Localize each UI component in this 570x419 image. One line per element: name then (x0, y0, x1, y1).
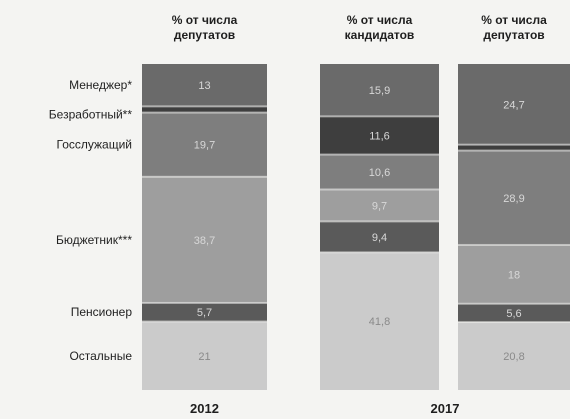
category-label: Безработный** (49, 107, 133, 121)
year-label: 2012 (190, 401, 219, 416)
category-label: Госслужащий (57, 138, 133, 152)
data-label: 15,9 (369, 85, 390, 97)
data-label: 10,6 (369, 167, 390, 179)
segment-separator (458, 243, 570, 246)
bar-segment-c1-5 (320, 252, 439, 390)
bar-segment-c1-1 (320, 116, 439, 155)
segment-separator (142, 301, 267, 304)
bar-segment-c1-2 (320, 154, 439, 190)
segment-separator (320, 115, 439, 118)
bar-segment-c1-4 (320, 221, 439, 253)
segment-separator (142, 111, 267, 114)
bar-segment-c2-5 (458, 322, 570, 390)
bar-segment-c0-1 (142, 106, 267, 113)
data-label: 19,7 (194, 140, 215, 152)
data-label: 41,8 (369, 316, 390, 328)
data-label: 28,9 (503, 193, 524, 205)
data-label: 21 (198, 351, 210, 363)
segment-separator (320, 153, 439, 156)
column-header: депутатов (174, 28, 235, 42)
data-label: 38,7 (194, 235, 215, 247)
category-label: Пенсионер (71, 305, 133, 319)
segment-separator (320, 188, 439, 191)
segment-separator (458, 149, 570, 152)
column-header: кандидатов (345, 28, 415, 42)
column-header: % от числа (172, 13, 238, 27)
data-label: 5,7 (197, 307, 212, 319)
category-label: Остальные (69, 349, 132, 363)
data-label: 24,7 (503, 99, 524, 111)
data-label: 9,4 (372, 232, 387, 244)
bar-segment-c0-3 (142, 176, 267, 303)
data-label: 20,8 (503, 351, 524, 363)
segment-separator (142, 320, 267, 323)
column-header: % от числа (347, 13, 413, 27)
category-label: Бюджетник*** (56, 233, 132, 247)
bar-segment-c0-0 (142, 64, 267, 107)
segment-separator (458, 143, 570, 146)
year-label: 2017 (431, 401, 460, 416)
data-label: 13 (198, 80, 210, 92)
bar-segment-c2-1 (458, 144, 570, 151)
column-header: % от числа (481, 13, 547, 27)
bar-segment-c0-5 (142, 321, 267, 390)
column-header: депутатов (483, 28, 544, 42)
bar-segment-c0-4 (142, 302, 267, 322)
data-label: 5,6 (506, 308, 521, 320)
segment-separator (142, 175, 267, 178)
data-label: 11,6 (369, 130, 390, 142)
bar-segment-c1-3 (320, 189, 439, 222)
segment-separator (142, 105, 267, 108)
bar-segment-c2-3 (458, 244, 570, 304)
segment-separator (320, 220, 439, 223)
segment-separator (458, 321, 570, 324)
bar-segment-c0-2 (142, 112, 267, 177)
bar-segment-c2-4 (458, 303, 570, 323)
segment-separator (458, 302, 570, 305)
category-label: Менеджер* (69, 78, 132, 92)
bar-segment-c2-0 (458, 64, 570, 145)
segment-separator (320, 251, 439, 254)
data-label: 18 (508, 269, 520, 281)
bar-segment-c2-2 (458, 150, 570, 245)
data-label: 9,7 (372, 200, 387, 212)
bar-segment-c1-0 (320, 64, 439, 117)
